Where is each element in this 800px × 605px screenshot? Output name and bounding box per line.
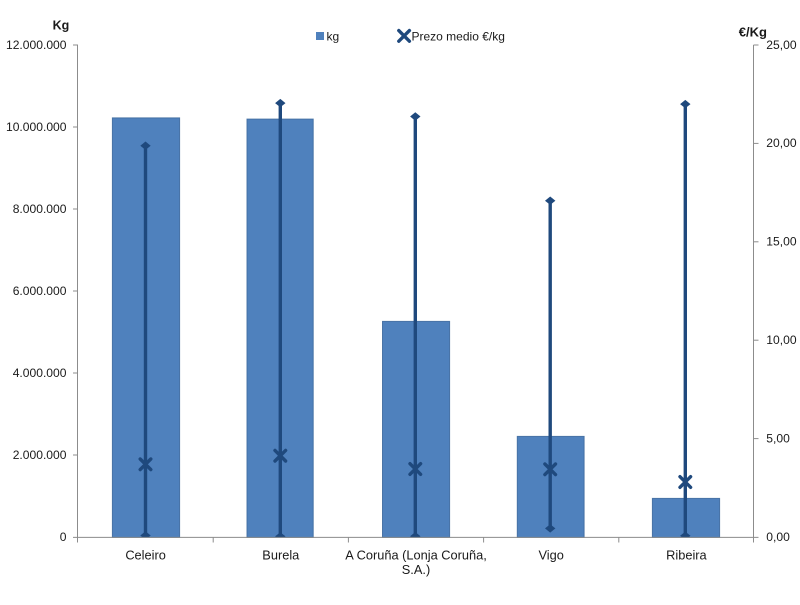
svg-text:0,00: 0,00 (766, 530, 790, 544)
svg-text:Ribeira: Ribeira (666, 547, 707, 562)
svg-text:A Coruña (Lonja Coruña,: A Coruña (Lonja Coruña, (345, 547, 487, 562)
svg-text:kg: kg (327, 29, 340, 43)
svg-text:10.000.000: 10.000.000 (6, 120, 67, 134)
svg-text:€/Kg: €/Kg (739, 25, 767, 40)
svg-text:25,00: 25,00 (766, 38, 797, 52)
svg-text:Burela: Burela (262, 547, 300, 562)
svg-text:20,00: 20,00 (766, 136, 797, 150)
svg-text:4.000.000: 4.000.000 (13, 366, 67, 380)
svg-text:10,00: 10,00 (766, 333, 797, 347)
svg-text:2.000.000: 2.000.000 (13, 448, 67, 462)
svg-text:Vigo: Vigo (539, 547, 564, 562)
svg-text:Prezo medio €/kg: Prezo medio €/kg (412, 29, 505, 43)
svg-text:Celeiro: Celeiro (125, 547, 166, 562)
svg-text:S.A.): S.A.) (402, 562, 430, 577)
svg-text:15,00: 15,00 (766, 235, 797, 249)
svg-text:8.000.000: 8.000.000 (13, 202, 67, 216)
svg-text:5,00: 5,00 (766, 431, 790, 445)
svg-text:0: 0 (60, 530, 67, 544)
svg-text:12.000.000: 12.000.000 (6, 38, 67, 52)
svg-text:6.000.000: 6.000.000 (13, 284, 67, 298)
svg-text:Kg: Kg (53, 19, 70, 33)
